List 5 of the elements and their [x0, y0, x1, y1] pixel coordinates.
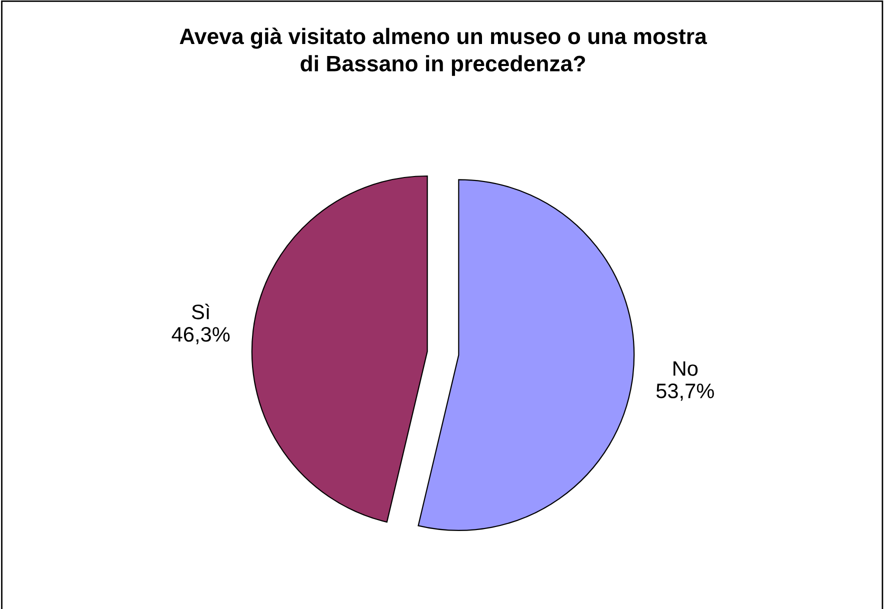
slice-label: No [674, 361, 698, 376]
chart-title: Aveva già visitato almeno un museo o una mostra di Bassano in precedenza? [180, 28, 708, 76]
data-label: 46,3% [172, 327, 230, 344]
data-label: 53,7% [656, 384, 714, 401]
slice-label: Sì [192, 304, 210, 320]
